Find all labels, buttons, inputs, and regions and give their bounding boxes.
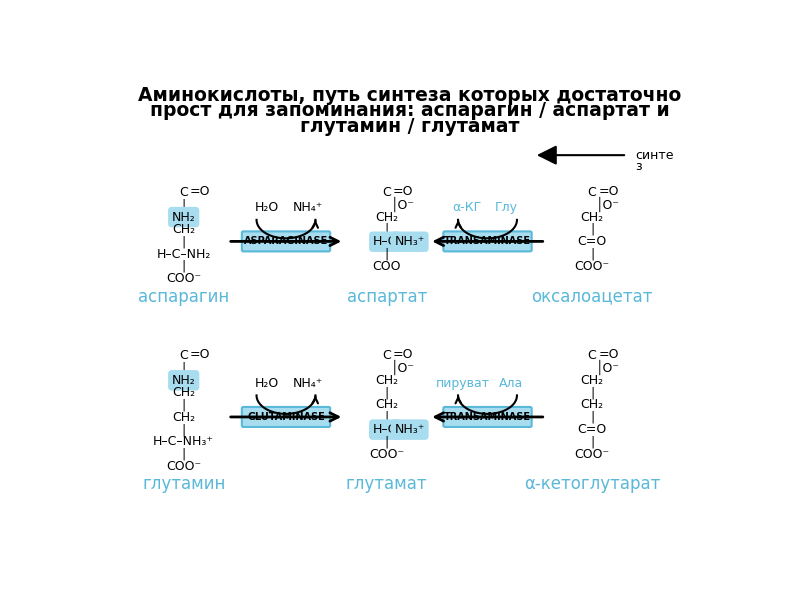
Text: глутамин: глутамин: [142, 475, 226, 493]
Text: |: |: [385, 411, 389, 424]
Text: CH₂: CH₂: [172, 223, 195, 236]
Text: C: C: [382, 186, 391, 199]
Text: CH₂: CH₂: [581, 398, 604, 412]
Text: H–C: H–C: [373, 235, 397, 248]
Text: CH₂: CH₂: [581, 211, 604, 224]
Text: |: |: [385, 223, 389, 236]
Text: │O⁻: │O⁻: [596, 360, 620, 376]
Text: COO⁻: COO⁻: [369, 448, 404, 461]
Text: глутамат: глутамат: [346, 475, 427, 493]
FancyBboxPatch shape: [443, 232, 532, 251]
Text: =O: =O: [598, 349, 619, 361]
Text: глутамин / глутамат: глутамин / глутамат: [300, 116, 520, 136]
Text: |: |: [385, 248, 389, 260]
Text: |: |: [182, 362, 186, 374]
FancyBboxPatch shape: [242, 232, 330, 251]
Text: CH₂: CH₂: [172, 411, 195, 424]
Text: |: |: [182, 423, 186, 436]
Text: H₂O: H₂O: [254, 377, 278, 390]
Text: H–C: H–C: [373, 423, 397, 436]
Text: α-КГ: α-КГ: [452, 202, 482, 214]
Text: COO⁻: COO⁻: [166, 460, 202, 473]
Text: Глу: Глу: [494, 202, 518, 214]
Text: |: |: [182, 448, 186, 461]
Text: =O: =O: [190, 349, 210, 361]
Text: NH₂: NH₂: [172, 374, 195, 387]
Text: |: |: [590, 436, 594, 448]
Text: |: |: [590, 411, 594, 424]
Text: |: |: [385, 386, 389, 399]
Text: |: |: [385, 436, 389, 448]
Text: COO⁻: COO⁻: [574, 448, 610, 461]
Text: пируват: пируват: [436, 377, 490, 390]
Text: прост для запоминания: аспарагин / аспартат и: прост для запоминания: аспарагин / аспар…: [150, 101, 670, 120]
Text: TRANSAMINASE: TRANSAMINASE: [444, 412, 531, 422]
Text: =O: =O: [393, 185, 414, 198]
Text: GLUTAMINASE: GLUTAMINASE: [247, 412, 325, 422]
Text: C=O: C=O: [578, 423, 606, 436]
Text: │O⁻: │O⁻: [390, 360, 414, 376]
Text: CH₂: CH₂: [375, 374, 398, 387]
Text: H–C–NH₂: H–C–NH₂: [157, 248, 211, 260]
Text: синте: синте: [634, 149, 674, 162]
Text: C=O: C=O: [578, 235, 606, 248]
Text: │O⁻: │O⁻: [596, 197, 620, 212]
Text: |: |: [182, 260, 186, 273]
Text: H₂O: H₂O: [254, 202, 278, 214]
FancyBboxPatch shape: [242, 407, 330, 427]
Text: NH₃⁺: NH₃⁺: [394, 423, 425, 436]
Text: CH₂: CH₂: [375, 398, 398, 412]
Text: NH₄⁺: NH₄⁺: [293, 202, 323, 214]
Text: COO⁻: COO⁻: [574, 260, 610, 273]
Text: |: |: [182, 235, 186, 248]
Text: =O: =O: [190, 185, 210, 198]
Text: з: з: [634, 160, 642, 173]
Text: |: |: [182, 398, 186, 412]
Text: C: C: [179, 186, 188, 199]
Text: CH₂: CH₂: [172, 386, 195, 399]
Text: аспарагин: аспарагин: [138, 287, 230, 305]
Text: C: C: [382, 349, 391, 362]
Text: TRANSAMINASE: TRANSAMINASE: [444, 236, 531, 247]
Text: NH₃⁺: NH₃⁺: [394, 235, 425, 248]
Text: NH₂: NH₂: [172, 211, 195, 224]
Text: ASPARAGINASE: ASPARAGINASE: [244, 236, 328, 247]
Text: C: C: [179, 349, 188, 362]
Text: |: |: [182, 198, 186, 211]
FancyBboxPatch shape: [443, 407, 532, 427]
Text: CH₂: CH₂: [581, 374, 604, 387]
Text: COO: COO: [373, 260, 401, 273]
Text: COO⁻: COO⁻: [166, 272, 202, 285]
Text: C: C: [588, 186, 597, 199]
Text: │O⁻: │O⁻: [390, 197, 414, 212]
Text: оксалоацетат: оксалоацетат: [531, 287, 653, 305]
Text: =O: =O: [598, 185, 619, 198]
Text: |: |: [590, 386, 594, 399]
Text: |: |: [590, 248, 594, 260]
Text: C: C: [588, 349, 597, 362]
Text: |: |: [590, 223, 594, 236]
Text: H–C–NH₃⁺: H–C–NH₃⁺: [154, 436, 214, 448]
Text: α-кетоглутарат: α-кетоглутарат: [524, 475, 660, 493]
Text: NH₄⁺: NH₄⁺: [293, 377, 323, 390]
Text: CH₂: CH₂: [375, 211, 398, 224]
Text: =O: =O: [393, 349, 414, 361]
Text: аспартат: аспартат: [346, 287, 427, 305]
Text: Ала: Ала: [498, 377, 523, 390]
Text: Аминокислоты, путь синтеза которых достаточно: Аминокислоты, путь синтеза которых доста…: [138, 86, 682, 105]
